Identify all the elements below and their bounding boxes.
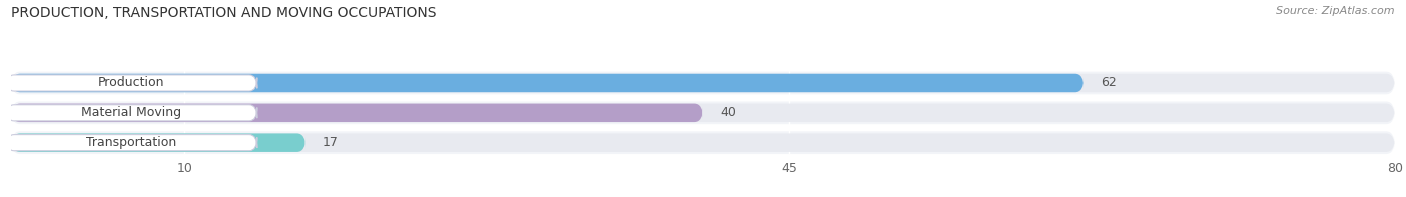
Text: 62: 62: [1101, 76, 1116, 89]
FancyBboxPatch shape: [11, 74, 1395, 92]
FancyBboxPatch shape: [11, 104, 1395, 122]
Text: PRODUCTION, TRANSPORTATION AND MOVING OCCUPATIONS: PRODUCTION, TRANSPORTATION AND MOVING OC…: [11, 6, 437, 20]
FancyBboxPatch shape: [11, 101, 1395, 124]
Text: Transportation: Transportation: [86, 136, 177, 149]
FancyBboxPatch shape: [6, 105, 257, 121]
FancyBboxPatch shape: [6, 75, 257, 91]
FancyBboxPatch shape: [6, 135, 257, 151]
FancyBboxPatch shape: [11, 131, 1395, 154]
Text: Material Moving: Material Moving: [82, 106, 181, 119]
FancyBboxPatch shape: [11, 72, 1395, 94]
Text: 17: 17: [322, 136, 339, 149]
FancyBboxPatch shape: [11, 104, 703, 122]
Text: Source: ZipAtlas.com: Source: ZipAtlas.com: [1277, 6, 1395, 16]
Text: 40: 40: [720, 106, 737, 119]
FancyBboxPatch shape: [11, 133, 305, 152]
FancyBboxPatch shape: [11, 133, 1395, 152]
Text: Production: Production: [98, 76, 165, 89]
FancyBboxPatch shape: [11, 74, 1084, 92]
